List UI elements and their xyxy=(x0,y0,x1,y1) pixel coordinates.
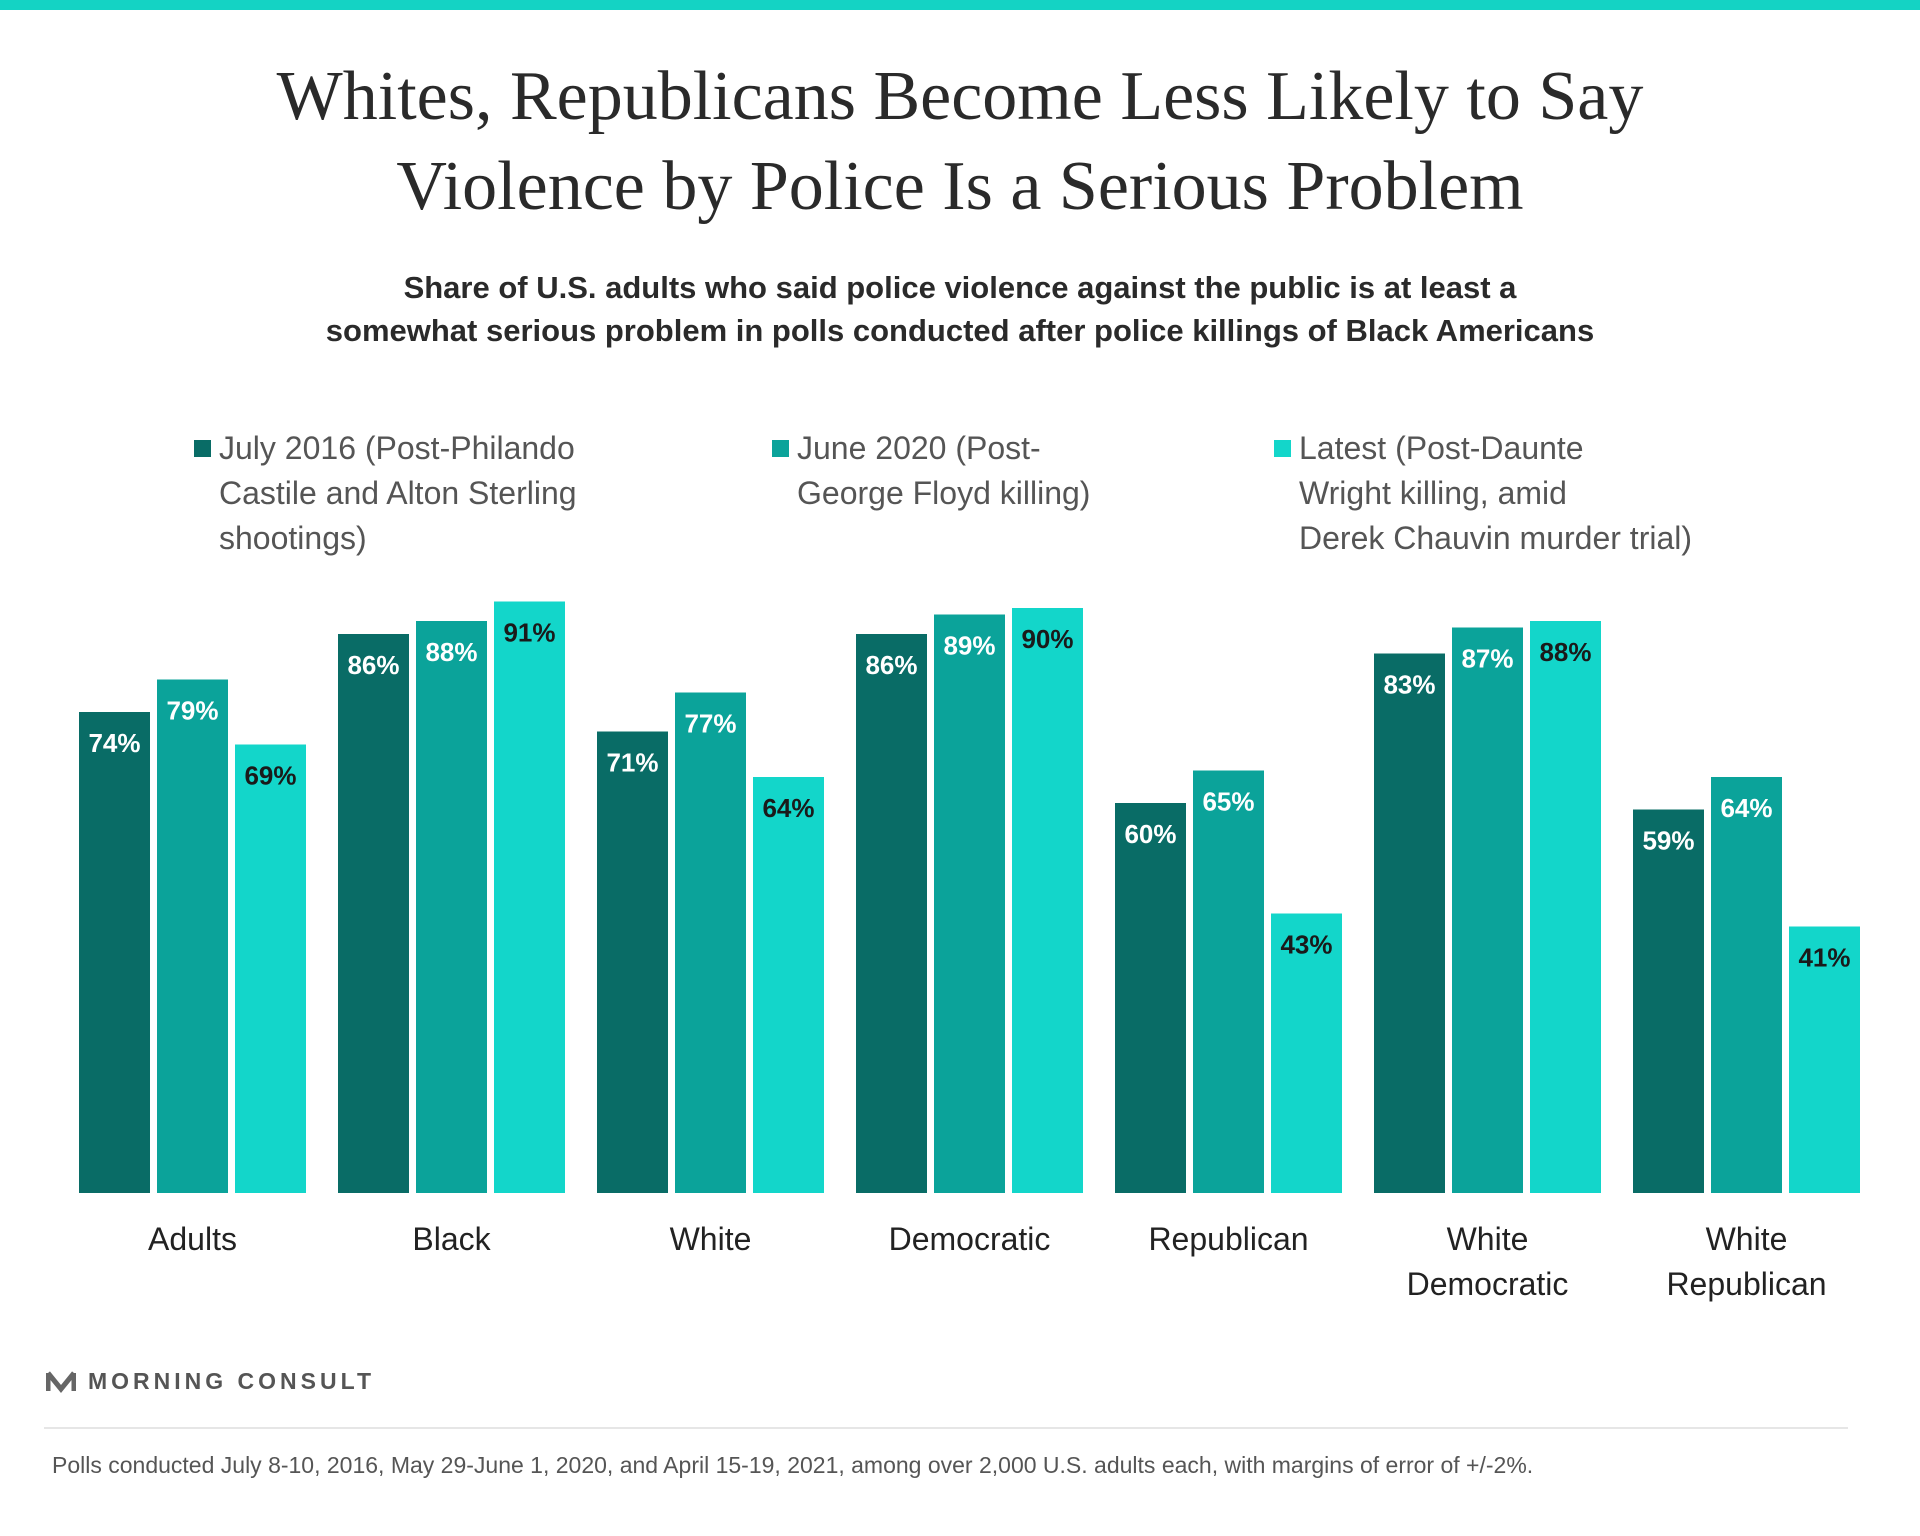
bar-value-label: 69% xyxy=(244,761,296,791)
bar-value-label: 88% xyxy=(425,637,477,667)
category-label: Black xyxy=(412,1221,491,1257)
bar-value-label: 90% xyxy=(1021,624,1073,654)
legend-label-line: Wright killing, amid xyxy=(1299,475,1567,511)
bar xyxy=(157,679,228,1193)
legend-item-june-2020: June 2020 (Post- George Floyd killing) xyxy=(772,426,1090,516)
category-label: Republican xyxy=(1148,1221,1308,1257)
legend-label-line: July 2016 (Post-Philando xyxy=(219,430,575,466)
bar-value-label: 65% xyxy=(1202,787,1254,817)
legend-swatch-july-2016 xyxy=(194,440,211,457)
bar xyxy=(79,712,150,1193)
bar xyxy=(494,601,565,1193)
bar-value-label: 91% xyxy=(503,618,555,648)
bar-value-label: 60% xyxy=(1124,819,1176,849)
bar-value-label: 64% xyxy=(1720,793,1772,823)
bar-value-label: 83% xyxy=(1383,670,1435,700)
legend-label-line: shootings) xyxy=(219,520,367,556)
legend-label-line: Castile and Alton Sterling xyxy=(219,475,577,511)
bar-value-label: 41% xyxy=(1798,943,1850,973)
bar xyxy=(675,692,746,1193)
bar-value-label: 79% xyxy=(166,696,218,726)
legend-swatch-june-2020 xyxy=(772,440,789,457)
chart-title-line-2: Violence by Police Is a Serious Problem xyxy=(396,148,1524,225)
category-label: White xyxy=(1447,1221,1529,1257)
bar-value-label: 71% xyxy=(606,748,658,778)
bar-value-label: 43% xyxy=(1280,930,1332,960)
bar-value-label: 59% xyxy=(1642,826,1694,856)
bar xyxy=(235,744,306,1193)
bar xyxy=(1633,809,1704,1193)
category-label: White xyxy=(670,1221,752,1257)
footnote: Polls conducted July 8-10, 2016, May 29-… xyxy=(52,1452,1534,1478)
chart-subtitle-line-1: Share of U.S. adults who said police vio… xyxy=(403,270,1517,305)
brand-logo: MORNING CONSULT xyxy=(46,1366,375,1396)
top-accent-bar xyxy=(0,0,1920,10)
bar xyxy=(1012,608,1083,1193)
bar xyxy=(1271,913,1342,1193)
category-label: White xyxy=(1706,1221,1788,1257)
legend-label-line: Latest (Post-Daunte xyxy=(1299,430,1584,466)
legend-swatch-latest xyxy=(1274,440,1291,457)
bar xyxy=(1452,627,1523,1193)
legend-label-line: June 2020 (Post- xyxy=(797,430,1041,466)
chart-title: Whites, Republicans Become Less Likely t… xyxy=(0,52,1920,232)
bar-chart: 74% 79% 69% Adults 86% 88% 91% Black 71% 77% 64% Wh… xyxy=(79,601,1860,1302)
chart-subtitle: Share of U.S. adults who said police vio… xyxy=(0,266,1920,352)
bar xyxy=(753,777,824,1193)
legend-item-latest: Latest (Post-Daunte Wright killing, amid… xyxy=(1274,426,1692,561)
bar-value-label: 74% xyxy=(88,728,140,758)
bar xyxy=(1115,803,1186,1193)
bar xyxy=(934,614,1005,1193)
bar xyxy=(856,634,927,1193)
morning-consult-m-icon xyxy=(46,1371,76,1393)
category-label: Democratic xyxy=(1407,1266,1569,1302)
footer-divider xyxy=(44,1427,1848,1429)
bar-value-label: 89% xyxy=(943,631,995,661)
category-label: Republican xyxy=(1666,1266,1826,1302)
category-label: Adults xyxy=(148,1221,237,1257)
bar xyxy=(338,634,409,1193)
bar-value-label: 86% xyxy=(865,650,917,680)
category-label: Democratic xyxy=(889,1221,1051,1257)
bar-value-label: 86% xyxy=(347,650,399,680)
legend-label-line: George Floyd killing) xyxy=(797,475,1091,511)
bar xyxy=(597,731,668,1193)
bar xyxy=(1789,926,1860,1193)
bar xyxy=(1193,770,1264,1193)
legend-item-july-2016: July 2016 (Post-Philando Castile and Alt… xyxy=(194,426,577,561)
brand-name: MORNING CONSULT xyxy=(88,1367,376,1394)
bar xyxy=(1374,653,1445,1193)
bar xyxy=(1711,777,1782,1193)
bar-value-label: 88% xyxy=(1539,637,1591,667)
chart-title-line-1: Whites, Republicans Become Less Likely t… xyxy=(276,58,1644,135)
bar-value-label: 87% xyxy=(1461,644,1513,674)
bar-value-label: 77% xyxy=(684,709,736,739)
bar xyxy=(1530,621,1601,1193)
legend-label-line: Derek Chauvin murder trial) xyxy=(1299,520,1693,556)
bar xyxy=(416,621,487,1193)
bar-value-label: 64% xyxy=(762,793,814,823)
chart-subtitle-line-2: somewhat serious problem in polls conduc… xyxy=(325,313,1595,348)
